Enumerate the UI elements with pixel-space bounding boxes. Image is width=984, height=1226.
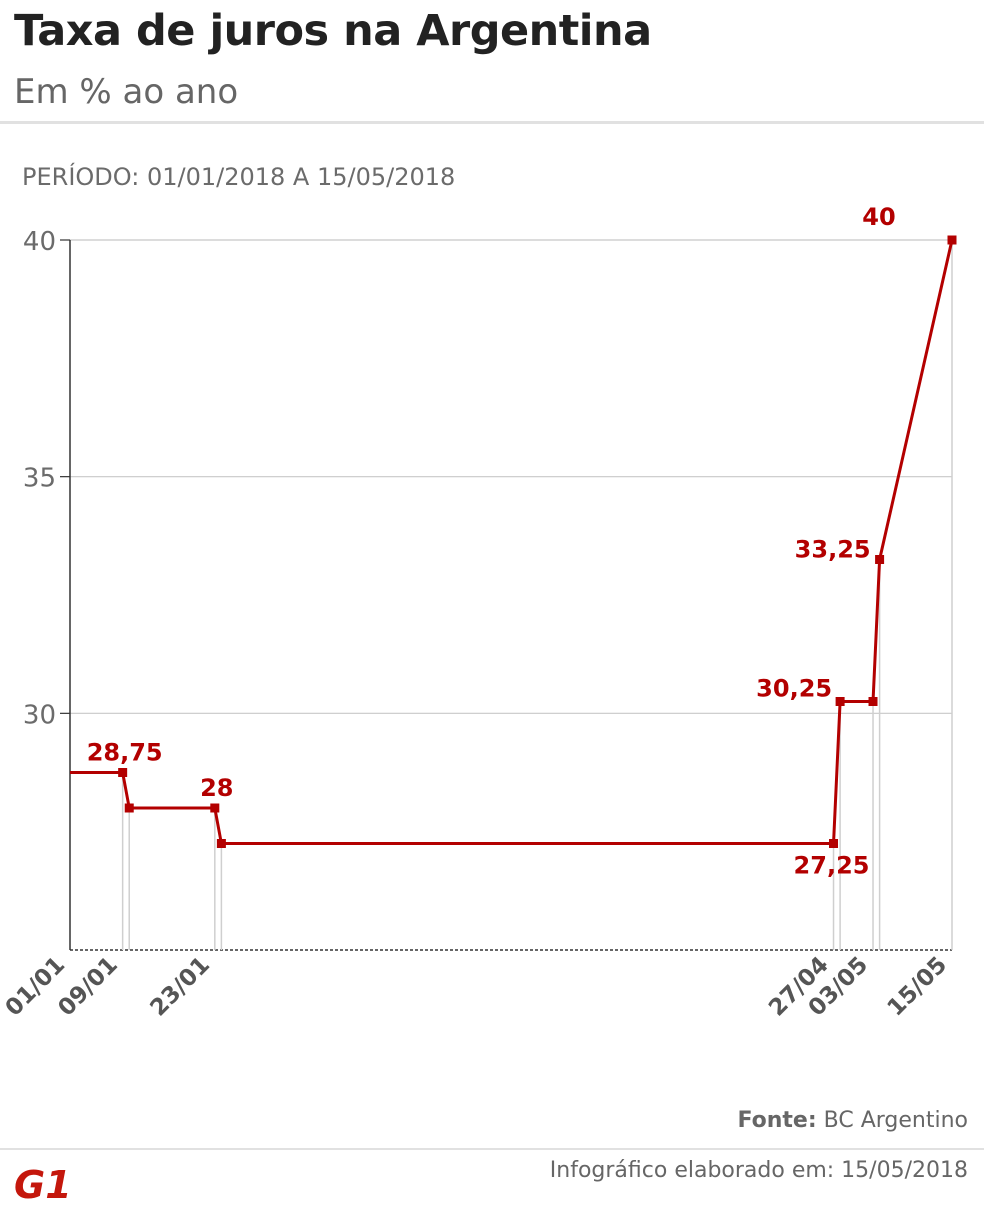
credit-note: Infográfico elaborado em: 15/05/2018 bbox=[549, 1158, 968, 1183]
data-label: 30,25 bbox=[756, 675, 832, 703]
data-point bbox=[124, 803, 134, 813]
data-point bbox=[118, 768, 128, 777]
data-label: 27,25 bbox=[794, 852, 870, 880]
y-tick-label: 35 bbox=[23, 464, 56, 494]
data-point bbox=[829, 839, 839, 848]
x-tick-label: 23/01 bbox=[145, 952, 215, 1022]
y-tick-label: 30 bbox=[23, 700, 56, 730]
source-note: Fonte: BC Argentino bbox=[737, 1108, 968, 1133]
source-label: Fonte: bbox=[737, 1108, 817, 1133]
x-tick-label: 15/05 bbox=[883, 952, 953, 1022]
chart-subtitle: Em % ao ano bbox=[14, 72, 239, 112]
data-label: 28 bbox=[200, 774, 233, 802]
y-tick-label: 40 bbox=[23, 227, 56, 257]
footer-divider bbox=[0, 1148, 984, 1150]
rate-line bbox=[70, 239, 954, 845]
x-tick-label: 09/01 bbox=[53, 952, 123, 1022]
interest-rate-chart: 30 35 40 28,75 28 27,25 30,25 33,25 40 01/0109/01… bbox=[1, 203, 957, 1022]
data-point bbox=[868, 697, 878, 706]
g1-logo: G1 bbox=[14, 1164, 72, 1204]
data-point bbox=[216, 839, 226, 848]
source-value: BC Argentino bbox=[823, 1108, 968, 1133]
data-label: 40 bbox=[862, 203, 895, 231]
data-point bbox=[875, 555, 885, 564]
data-point bbox=[835, 697, 845, 706]
data-label: 28,75 bbox=[87, 739, 163, 767]
g1-logo-text: G1 bbox=[14, 1164, 72, 1204]
data-label: 33,25 bbox=[795, 536, 871, 564]
chart-title: Taxa de juros na Argentina bbox=[14, 6, 652, 56]
data-point bbox=[210, 803, 220, 813]
header-divider bbox=[0, 121, 984, 124]
x-tick-label: 01/01 bbox=[1, 952, 71, 1022]
data-point bbox=[947, 235, 957, 245]
period-label: PERÍODO: 01/01/2018 A 15/05/2018 bbox=[22, 163, 456, 191]
